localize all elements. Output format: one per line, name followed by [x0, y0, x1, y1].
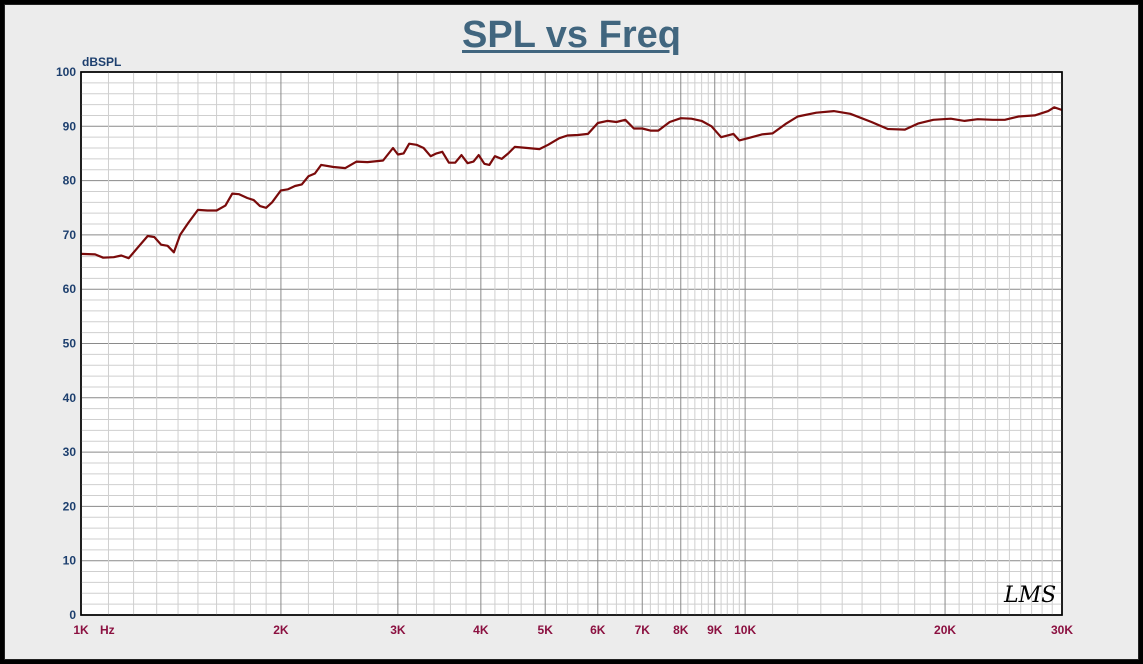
y-tick-label: 100	[56, 65, 76, 79]
x-tick-label: 8K	[673, 623, 689, 637]
x-tick-label: 6K	[590, 623, 606, 637]
x-tick-label: 20K	[934, 623, 956, 637]
y-tick-label: 30	[63, 445, 77, 459]
x-tick-label: 7K	[635, 623, 651, 637]
chart-title: SPL vs Freq	[462, 14, 681, 56]
lms-logo: LMS	[1003, 583, 1056, 608]
spl-series-line	[80, 106, 1063, 260]
x-tick-label: 10K	[734, 623, 756, 637]
x-tick-label: 9K	[707, 623, 723, 637]
y-tick-label: 40	[63, 391, 77, 405]
y-tick-label: 70	[63, 228, 77, 242]
x-tick-label: 1K	[73, 623, 89, 637]
x-tick-label: 4K	[473, 623, 489, 637]
y-axis-label: dBSPL	[82, 55, 121, 69]
y-tick-label: 0	[69, 608, 76, 622]
x-tick-label: 5K	[538, 623, 554, 637]
x-axis-unit: Hz	[100, 623, 115, 637]
series-layer	[80, 106, 1063, 260]
x-tick-label: 2K	[273, 623, 289, 637]
x-tick-label: 30K	[1051, 623, 1073, 637]
grid-lines	[81, 72, 1062, 615]
y-tick-label: 10	[63, 554, 77, 568]
tick-labels: 0 10 20 30 40 50 60 70 80 90 100 1K 2K 3K 4K 5K 6K 7K 8K 9K…	[56, 65, 1073, 637]
y-tick-label: 50	[63, 337, 77, 351]
x-tick-label: 3K	[390, 623, 406, 637]
y-tick-label: 80	[63, 174, 77, 188]
plot-border	[80, 71, 1063, 616]
y-tick-label: 90	[63, 119, 77, 133]
y-tick-label: 60	[63, 282, 77, 296]
y-tick-label: 20	[63, 499, 77, 513]
